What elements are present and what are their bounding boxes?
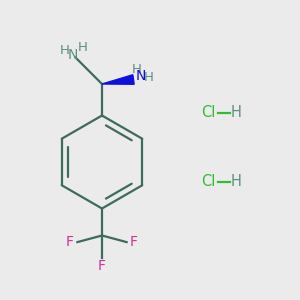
Text: H: H xyxy=(231,174,242,189)
Text: F: F xyxy=(130,235,138,249)
Text: Cl: Cl xyxy=(201,174,215,189)
Text: N: N xyxy=(68,48,78,62)
Text: H: H xyxy=(144,70,153,84)
Polygon shape xyxy=(102,75,134,84)
Text: H: H xyxy=(132,63,142,76)
Text: Cl: Cl xyxy=(201,105,215,120)
Text: N: N xyxy=(136,69,146,83)
Text: H: H xyxy=(59,44,69,57)
Text: F: F xyxy=(66,235,74,249)
Text: H: H xyxy=(77,41,87,54)
Text: F: F xyxy=(98,259,106,272)
Text: H: H xyxy=(231,105,242,120)
